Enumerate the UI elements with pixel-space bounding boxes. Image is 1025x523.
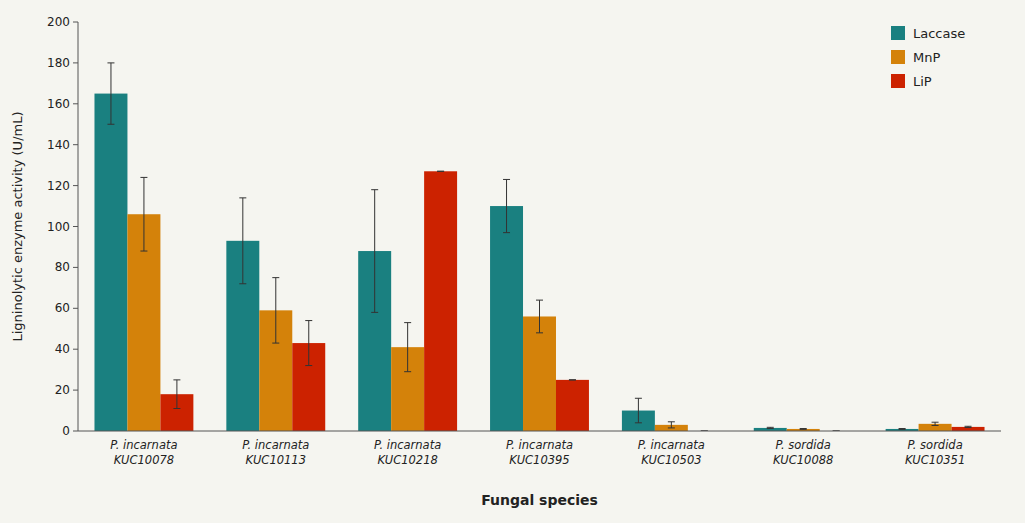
legend-label: Laccase [913, 26, 965, 41]
y-tick [73, 144, 78, 145]
y-axis [78, 22, 79, 431]
y-tick [73, 349, 78, 350]
y-tick [73, 62, 78, 63]
y-tick-label: 20 [55, 383, 70, 397]
legend-swatch [891, 50, 905, 64]
y-tick-label: 60 [55, 301, 70, 315]
y-axis-label: Ligninolytic enzyme activity (U/mL) [10, 112, 25, 342]
legend-swatch [891, 26, 905, 40]
error-bar [239, 198, 246, 284]
y-tick [73, 185, 78, 186]
y-tick-label: 0 [62, 424, 70, 438]
x-tick-label: P. incarnataKUC10113 [242, 438, 309, 467]
y-tick-label: 180 [47, 56, 70, 70]
error-bar [800, 428, 807, 430]
x-axis-label: Fungal species [481, 492, 598, 508]
y-tick [73, 308, 78, 309]
y-tick [73, 431, 78, 432]
y-tick [73, 22, 78, 23]
y-tick-label: 140 [47, 138, 70, 152]
bars [94, 63, 984, 431]
error-bar [965, 426, 972, 427]
error-bar [272, 278, 279, 343]
error-bar [173, 380, 180, 409]
x-axis [78, 431, 1001, 432]
x-tick-label: P. incarnataKUC10078 [110, 438, 177, 467]
bar [94, 94, 127, 431]
error-bar [668, 422, 675, 428]
x-tick-label: P. incarnataKUC10503 [638, 438, 705, 467]
y-tick-label: 100 [47, 220, 70, 234]
legend: Laccase MnP LiP [891, 26, 965, 89]
legend-swatch [891, 74, 905, 88]
x-tick-label: P. sordidaKUC10088 [773, 438, 833, 467]
y-tick [73, 390, 78, 391]
y-tick-label: 200 [47, 15, 70, 29]
error-bar [536, 300, 543, 333]
x-tick-label: P. incarnataKUC10395 [506, 438, 573, 467]
bar [952, 427, 985, 431]
y-tick [73, 103, 78, 104]
error-bar [107, 63, 114, 124]
error-bar [569, 379, 576, 380]
y-tick-label: 120 [47, 179, 70, 193]
error-bar [932, 422, 939, 425]
error-bar [899, 428, 906, 430]
error-bar [437, 171, 444, 172]
bar [556, 380, 589, 431]
error-bar [404, 323, 411, 372]
chart: 0 20 40 60 80 100 120 140 160 180 200 P. incarnataK… [0, 0, 1025, 523]
y-tick-label: 40 [55, 342, 70, 356]
legend-label: MnP [913, 50, 940, 65]
y-tick-label: 80 [55, 260, 70, 274]
error-bar [767, 427, 774, 428]
y-tick-label: 160 [47, 97, 70, 111]
bar [424, 171, 457, 431]
error-bar [305, 321, 312, 366]
legend-label: LiP [913, 74, 932, 89]
error-bar [140, 177, 147, 251]
error-bar [371, 190, 378, 313]
y-tick [73, 226, 78, 227]
y-tick [73, 267, 78, 268]
error-bar [503, 179, 510, 232]
x-tick-label: P. sordidaKUC10351 [905, 438, 965, 467]
bar [490, 206, 523, 431]
error-bar [635, 398, 642, 423]
bar [523, 316, 556, 431]
x-tick-label: P. incarnataKUC10218 [374, 438, 441, 467]
